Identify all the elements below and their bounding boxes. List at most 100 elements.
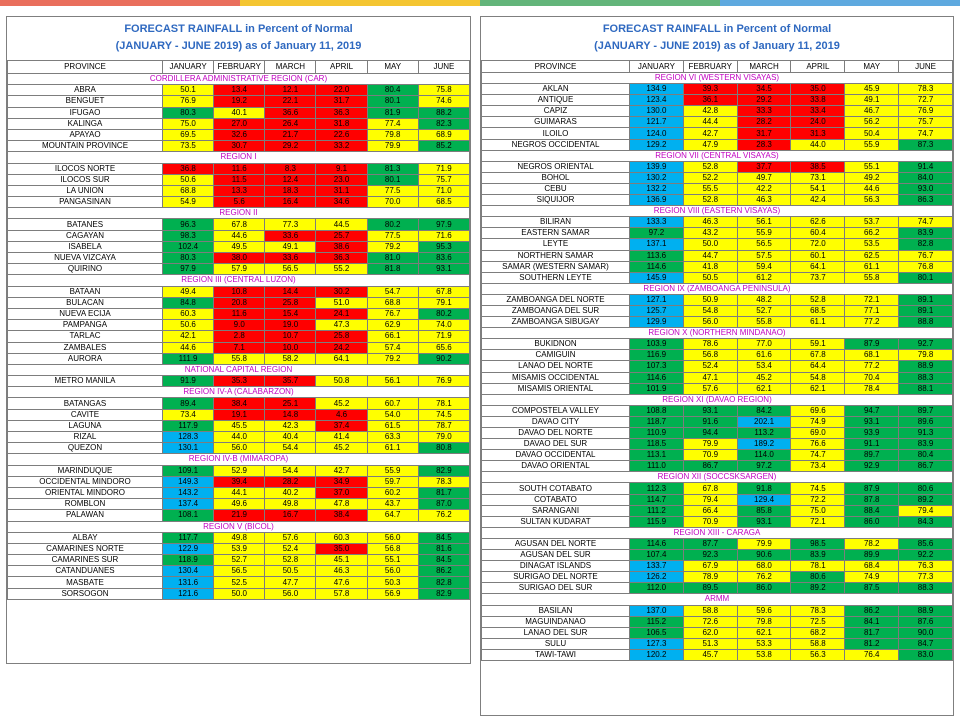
rainfall-cell: 30.7 [213,140,266,153]
rainfall-cell: 92.9 [844,460,900,473]
province-row: BENGUET 76.9 19.2 22.1 31.7 80.1 74.6 [7,95,471,108]
rainfall-cell: 31.1 [315,184,368,198]
region-label: REGION IV-A (CALABARZON) [7,386,470,399]
rainfall-cell: 87.3 [898,138,953,151]
rainfall-cell: 77.3 [898,571,953,584]
region-label: REGION II [7,207,470,220]
rainfall-cell: 72.7 [898,94,953,107]
rainfall-cell: 89.5 [682,582,738,595]
rainfall-cell: 60.2 [366,486,419,500]
rainfall-cell: 88.3 [898,371,953,384]
rainfall-cell: 47.7 [264,576,317,589]
rainfall-cell: 129.2 [629,138,684,151]
rainfall-cell: 52.2 [682,171,738,184]
rainfall-cell: 21.7 [264,128,317,142]
rainfall-cell: 72.2 [790,493,846,506]
rainfall-cell: 121.6 [161,587,215,600]
rainfall-cell: 38.0 [213,251,266,265]
rainfall-cell: 125.7 [629,304,684,318]
rainfall-cell: 112.3 [629,482,684,495]
rainfall-cell: 56.9 [366,587,419,600]
province-name: CAMIGUIN [481,349,630,362]
rainfall-cell: 42.2 [736,182,792,196]
province-name: LANAO DEL SUR [481,626,630,639]
rainfall-cell: 51.3 [682,637,738,650]
rainfall-cell: 106.5 [629,626,684,639]
rainfall-cell: 87.9 [844,482,900,495]
rainfall-cell: 15.4 [264,307,317,321]
rainfall-cell: 56.5 [736,238,792,251]
rainfall-cell: 130.1 [161,442,215,455]
rainfall-cell: 63.3 [366,430,419,444]
rainfall-cell: 33.6 [264,251,317,265]
rainfall-cell: 31.7 [315,95,368,108]
province-name: SORSOGON [7,587,163,600]
rainfall-cell: 29.2 [736,94,792,107]
province-row: NUEVA VIZCAYA 80.3 38.0 33.6 36.3 81.0 83.6 [7,251,471,265]
rainfall-cell: 41.8 [682,260,738,273]
rainfall-cell: 76.9 [161,95,215,108]
province-row: NUEVA ECIJA 60.3 11.6 15.4 24.1 76.7 80.2 [7,307,471,321]
province-row: PAMPANGA 50.6 9.0 19.0 47.3 62.9 74.0 [7,319,471,332]
province-name: SARANGANI [481,504,630,517]
region-label: REGION VI (WESTERN VISAYAS) [481,71,953,85]
rainfall-cell: 42.3 [264,419,317,433]
province-row: SURIGAO DEL SUR 112.0 89.5 86.0 89.2 87.5 88.3 [481,582,953,595]
province-name: LAGUNA [7,419,163,433]
province-name: ZAMBALES [7,341,163,354]
col-header-may: MAY [366,60,419,74]
rainfall-cell: 64.1 [315,352,368,365]
rainfall-cell: 80.2 [366,218,419,231]
province-row: AGUSAN DEL SUR 107.4 92.3 90.6 83.9 89.9 92.2 [481,549,953,562]
province-row: PALAWAN 108.1 21.9 16.7 38.4 64.7 76.2 [7,509,471,522]
region-label: REGION I [7,151,470,164]
rainfall-cell: 55.8 [844,271,900,284]
province-name: CAPIZ [481,105,630,118]
rainfall-cell: 113.6 [629,249,684,262]
rainfall-cell: 118.9 [161,554,215,567]
rainfall-cell: 81.9 [366,106,419,119]
col-header-march: MARCH [264,60,317,74]
rainfall-cell: 80.3 [161,251,215,265]
rainfall-cell: 53.3 [736,637,792,650]
province-name: NUEVA VIZCAYA [7,251,163,265]
province-name: NEGROS ORIENTAL [481,160,630,173]
province-row: COMPOSTELA VALLEY 108.8 93.1 84.2 69.6 94.7 89… [481,404,953,417]
rainfall-cell: 81.7 [844,626,900,639]
rainfall-cell: 80.8 [417,442,471,455]
province-row: BATANGAS 89.4 38.4 25.1 45.2 60.7 78.1 [7,397,471,410]
rainfall-cell: 82.9 [417,587,471,600]
rainfall-cell: 50.1 [161,84,215,97]
province-name: ROMBLON [7,498,163,511]
rainfall-cell: 61.6 [736,349,792,362]
rainfall-cell: 114.7 [629,493,684,506]
province-row: SULU 127.3 51.3 53.3 58.8 81.2 84.7 [481,637,953,650]
rainfall-cell: 82.9 [417,464,471,477]
province-name: SULTAN KUDARAT [481,515,630,528]
rainfall-cell: 42.7 [315,464,368,477]
rainfall-cell: 50.6 [161,173,215,186]
rainfall-cell: 89.7 [898,404,953,417]
province-name: CAMARINES SUR [7,554,163,567]
rainfall-cell: 92.2 [898,549,953,562]
rainfall-cell: 145.9 [629,271,684,284]
province-name: MAGUINDANAO [481,615,630,628]
region-label: REGION V (BICOL) [7,520,470,533]
province-name: ISABELA [7,240,163,254]
rainfall-cell: 25.8 [264,296,317,309]
province-row: BATANES 96.3 67.8 77.3 44.5 80.2 97.9 [7,218,471,231]
rainfall-cell: 81.7 [417,486,471,500]
province-row: DAVAO DEL SUR 118.5 79.9 189.2 76.6 91.1 83.9 [481,438,953,451]
rainfall-cell: 51.0 [315,296,368,309]
rainfall-cell: 82.8 [417,576,471,589]
region-row: REGION VII (CENTRAL VISAYAS) [481,149,953,162]
rainfall-cell: 130.4 [161,565,215,578]
rainfall-cell: 46.3 [315,565,368,578]
province-row: MISAMIS OCCIDENTAL 114.6 47.1 45.2 54.8 70.4 8… [481,371,953,384]
rainfall-cell: 22.0 [315,84,368,97]
rainfall-cell: 40.2 [264,486,317,500]
rainfall-cell: 61.2 [736,271,792,284]
rainfall-cell: 111.2 [629,504,684,517]
rainfall-cell: 36.3 [315,106,368,119]
province-row: AURORA 111.9 55.8 58.2 64.1 79.2 90.2 [7,352,471,365]
